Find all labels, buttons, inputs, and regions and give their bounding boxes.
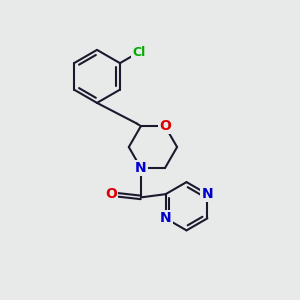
Text: Cl: Cl [132,46,146,59]
Text: O: O [159,119,171,133]
Text: O: O [106,188,117,202]
Text: N: N [160,211,171,225]
Text: N: N [202,187,213,201]
Text: N: N [135,161,147,175]
